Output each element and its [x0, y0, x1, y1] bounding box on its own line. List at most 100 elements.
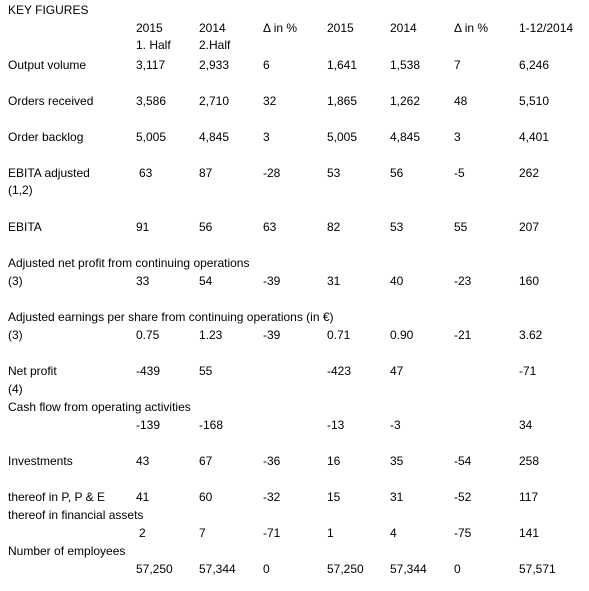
cell-2015-q: -13	[327, 418, 345, 432]
header-2015-h1-year: 2015	[136, 21, 163, 35]
cell-2015-q: -423	[327, 364, 352, 378]
cell-delta-2: 48	[454, 94, 468, 108]
cell-2015-q: 15	[327, 490, 341, 504]
cell-delta-1: 63	[263, 220, 277, 234]
row-label: Investments	[8, 454, 73, 468]
cell-2014-q: 35	[390, 454, 404, 468]
row-label: Cash flow from operating activities	[8, 400, 191, 414]
header-2014-q: 2014	[390, 21, 417, 35]
cell-2014-q: 47	[390, 364, 404, 378]
row-footnote: (4)	[8, 382, 23, 396]
cell-delta-2: -21	[454, 328, 472, 342]
cell-2015-h1: 0.75	[136, 328, 160, 342]
cell-2015-q: 1,641	[327, 58, 358, 72]
cell-delta-1: 32	[263, 94, 277, 108]
row-footnote: (3)	[8, 328, 23, 342]
header-2015-q: 2015	[327, 21, 354, 35]
cell-full-year: -71	[519, 364, 537, 378]
cell-full-year: 3.62	[519, 328, 543, 342]
cell-full-year: 160	[519, 274, 540, 288]
cell-delta-2: 0	[454, 562, 461, 576]
cell-full-year: 5,510	[519, 94, 550, 108]
cell-full-year: 117	[519, 490, 539, 504]
row-label: Orders received	[8, 94, 94, 108]
header-delta-2: Δ in %	[454, 21, 489, 35]
cell-2015-q: 1,865	[327, 94, 358, 108]
cell-2014-q: 1,538	[390, 58, 421, 72]
cell-2015-h1: -139	[136, 418, 161, 432]
row-label: Number of employees	[8, 544, 126, 558]
cell-full-year: 258	[519, 454, 540, 468]
cell-2014-q: -3	[390, 418, 401, 432]
cell-2015-h1: 3,586	[136, 94, 167, 108]
cell-2015-h1: 2	[139, 526, 146, 540]
cell-delta-2: -75	[454, 526, 472, 540]
cell-2014-h2: 60	[199, 490, 213, 504]
cell-2015-q: 5,005	[327, 130, 358, 144]
cell-delta-1: 0	[263, 562, 270, 576]
cell-2015-h1: 41	[136, 490, 150, 504]
cell-delta-1: -71	[263, 526, 281, 540]
row-label: Adjusted net profit from continuing oper…	[8, 256, 250, 270]
cell-2014-h2: 4,845	[199, 130, 230, 144]
row-label: thereof in financial assets	[8, 508, 144, 522]
cell-2014-q: 4	[390, 526, 397, 540]
cell-2014-h2: 1.23	[199, 328, 223, 342]
cell-delta-2: 3	[454, 130, 461, 144]
cell-2014-h2: 7	[199, 526, 206, 540]
header-2015-h1-period: 1. Half	[136, 38, 171, 52]
cell-full-year: 57,571	[519, 562, 556, 576]
cell-2014-h2: 56	[199, 220, 213, 234]
row-label: EBITA	[8, 220, 42, 234]
cell-full-year: 34	[519, 418, 533, 432]
cell-2015-h1: 3,117	[136, 58, 166, 72]
cell-2014-h2: 55	[199, 364, 213, 378]
cell-full-year: 4,401	[519, 130, 550, 144]
row-label: Net profit	[8, 364, 57, 378]
cell-2014-q: 40	[390, 274, 404, 288]
cell-delta-1: 6	[263, 58, 270, 72]
cell-delta-1: -36	[263, 454, 281, 468]
cell-2014-h2: 67	[199, 454, 213, 468]
cell-delta-1: -39	[263, 274, 281, 288]
cell-delta-1: -39	[263, 328, 281, 342]
document-title: KEY FIGURES	[8, 3, 89, 17]
header-2014-h2-year: 2014	[199, 21, 226, 35]
cell-2014-q: 1,262	[390, 94, 421, 108]
cell-full-year: 6,246	[519, 58, 550, 72]
cell-2015-h1: 91	[136, 220, 150, 234]
cell-delta-1: 3	[263, 130, 270, 144]
cell-full-year: 262	[519, 166, 540, 180]
cell-full-year: 207	[519, 220, 540, 234]
cell-2014-q: 53	[390, 220, 404, 234]
cell-2015-q: 16	[327, 454, 341, 468]
cell-2015-h1: 43	[136, 454, 150, 468]
cell-delta-2: -23	[454, 274, 472, 288]
cell-2014-h2: 57,344	[199, 562, 236, 576]
cell-2014-q: 57,344	[390, 562, 427, 576]
cell-full-year: 141	[519, 526, 540, 540]
cell-2014-h2: 54	[199, 274, 213, 288]
row-label: Adjusted earnings per share from continu…	[8, 310, 334, 324]
cell-2014-q: 4,845	[390, 130, 421, 144]
cell-delta-1: -28	[263, 166, 281, 180]
cell-2015-q: 57,250	[327, 562, 364, 576]
cell-delta-1: -32	[263, 490, 281, 504]
cell-2014-h2: 2,933	[199, 58, 230, 72]
cell-2015-q: 1	[327, 526, 334, 540]
cell-2015-q: 82	[327, 220, 341, 234]
header-2014-h2-period: 2.Half	[199, 38, 231, 52]
row-label: EBITA adjusted	[8, 166, 90, 180]
cell-2015-q: 0.71	[327, 328, 351, 342]
cell-delta-2: -54	[454, 454, 472, 468]
cell-2015-h1: 57,250	[136, 562, 173, 576]
cell-2015-q: 53	[327, 166, 341, 180]
cell-2014-q: 56	[390, 166, 404, 180]
cell-2014-q: 31	[390, 490, 404, 504]
cell-delta-2: -5	[454, 166, 465, 180]
cell-2014-q: 0.90	[390, 328, 414, 342]
cell-2015-q: 31	[327, 274, 341, 288]
cell-2014-h2: 2,710	[199, 94, 230, 108]
row-label: thereof in P, P & E	[8, 490, 105, 504]
